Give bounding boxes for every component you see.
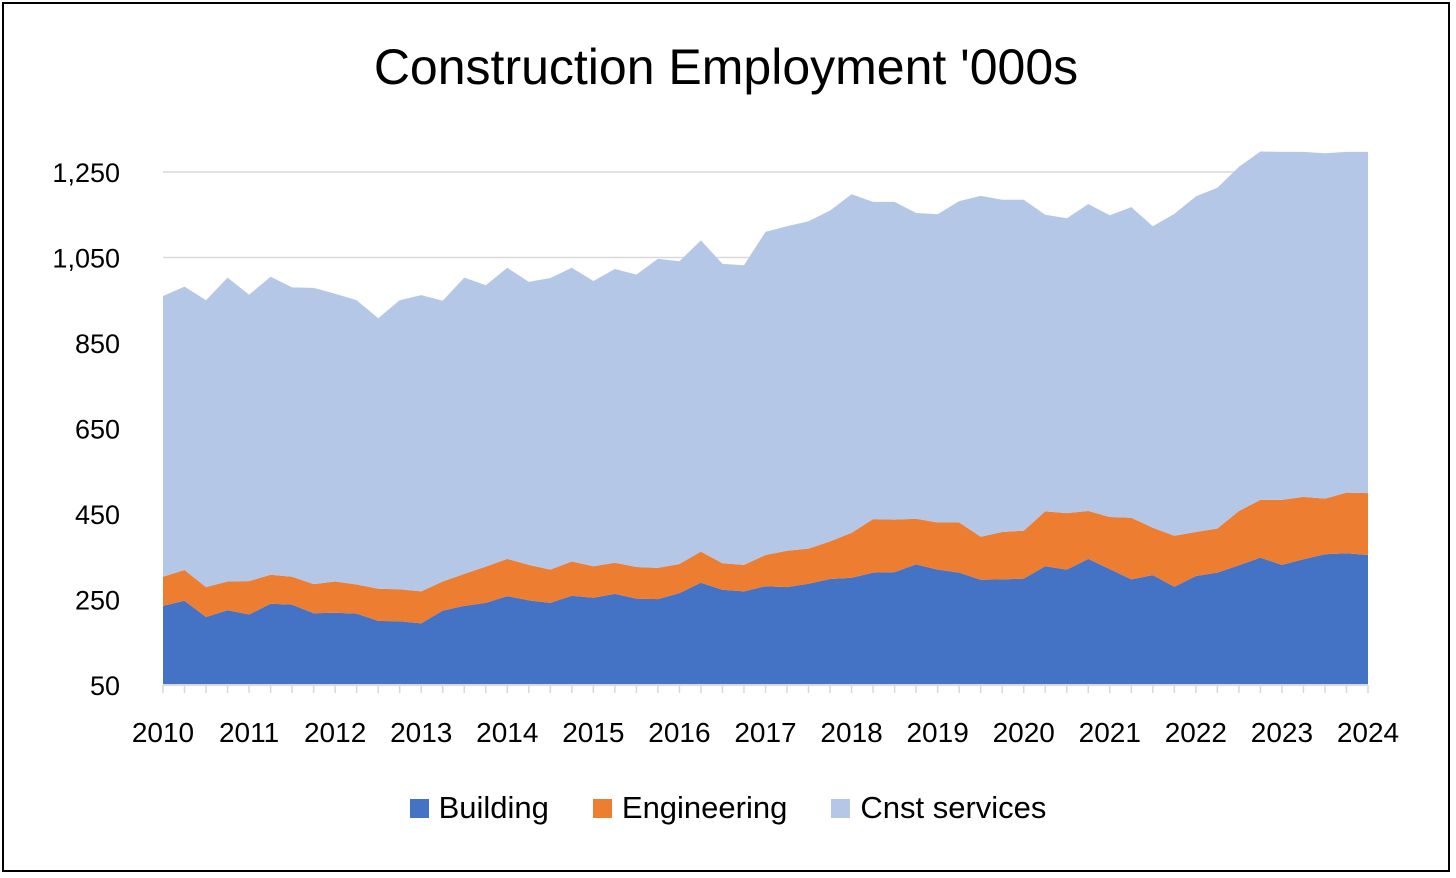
x-tick-label: 2019 bbox=[906, 717, 968, 748]
y-tick-label: 1,050 bbox=[52, 244, 120, 274]
x-tick-label: 2014 bbox=[476, 717, 538, 748]
chart-title: Construction Employment '000s bbox=[373, 39, 1079, 95]
x-tick-label: 2024 bbox=[1337, 717, 1399, 748]
x-tick-label: 2015 bbox=[562, 717, 624, 748]
legend-label-building: Building bbox=[438, 790, 549, 825]
x-tick-label: 2011 bbox=[219, 717, 279, 748]
x-tick-label: 2016 bbox=[648, 717, 710, 748]
area-series bbox=[163, 151, 1368, 685]
x-tick-label: 2013 bbox=[390, 717, 452, 748]
area-cnst-services bbox=[163, 151, 1368, 592]
y-tick-label: 650 bbox=[75, 415, 120, 445]
x-tick-label: 2017 bbox=[734, 717, 796, 748]
x-tick-label: 2010 bbox=[132, 717, 194, 748]
legend-label-cnst-services: Cnst services bbox=[860, 790, 1047, 825]
y-tick-label: 250 bbox=[75, 586, 120, 616]
x-tick-label: 2023 bbox=[1251, 717, 1313, 748]
area-engineering bbox=[163, 492, 1368, 624]
x-tick-label: 2020 bbox=[993, 717, 1055, 748]
x-axis-tick-labels: 2010 2011 2012 2013 2014 2015 2016 2017 2018 2019… bbox=[132, 717, 1399, 748]
y-tick-label: 450 bbox=[75, 500, 120, 530]
legend-swatch-cnst-services bbox=[831, 798, 851, 818]
legend: Building Engineering Cnst services bbox=[0, 790, 1456, 826]
area-building bbox=[163, 553, 1368, 685]
y-axis-tick-labels: 50 250 450 650 850 1,050 1,250 bbox=[52, 158, 120, 701]
legend-swatch-building bbox=[409, 798, 429, 818]
legend-item-engineering: Engineering bbox=[592, 790, 788, 826]
legend-item-building: Building bbox=[409, 790, 549, 826]
x-tick-label: 2018 bbox=[820, 717, 882, 748]
x-tick-label: 2021 bbox=[1079, 717, 1141, 748]
legend-label-engineering: Engineering bbox=[621, 790, 788, 825]
x-tick-label: 2022 bbox=[1165, 717, 1227, 748]
legend-item-cnst-services: Cnst services bbox=[831, 790, 1046, 826]
y-tick-label: 1,250 bbox=[52, 158, 120, 188]
x-axis bbox=[162, 684, 1369, 693]
x-tick-label: 2012 bbox=[304, 717, 366, 748]
y-tick-label: 850 bbox=[75, 329, 120, 359]
legend-swatch-engineering bbox=[592, 798, 612, 818]
y-tick-label: 50 bbox=[90, 671, 120, 701]
